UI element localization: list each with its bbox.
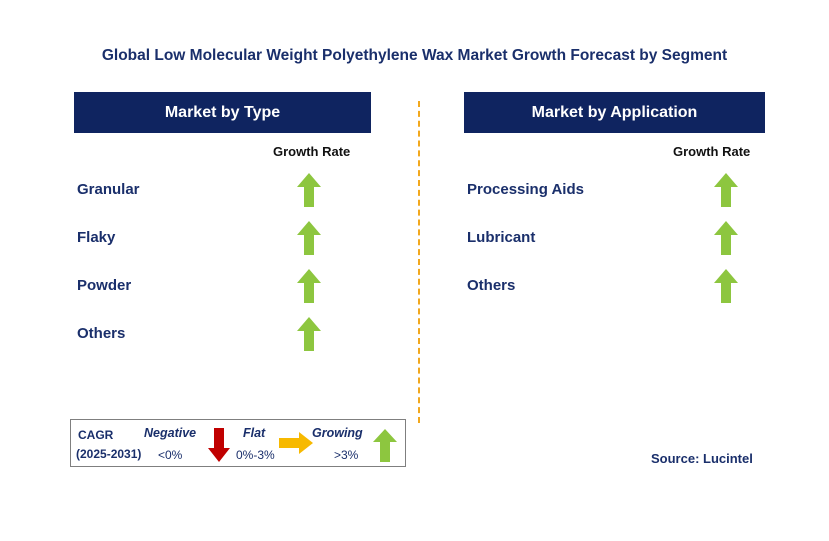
type-segment-label: Flaky — [77, 229, 116, 246]
right-arrow-icon — [279, 432, 313, 454]
application-segment-label: Others — [467, 277, 516, 294]
application-growth-rate-label: Growth Rate — [673, 144, 751, 159]
type-panel-title: Market by Type — [164, 103, 281, 121]
application-segment-label: Processing Aids — [467, 181, 584, 198]
up-arrow-icon — [714, 221, 738, 255]
chart-title: Global Low Molecular Weight Polyethylene… — [101, 47, 728, 64]
application-segment-label: Lubricant — [467, 229, 536, 246]
type-segment-label: Granular — [77, 181, 140, 198]
application-panel-title: Market by Application — [531, 103, 698, 121]
type-growth-rate-label: Growth Rate — [273, 144, 351, 159]
panel-divider — [418, 101, 420, 423]
type-segment-label: Others — [77, 325, 126, 342]
legend-growing-label: Growing — [312, 426, 363, 440]
legend-flat-range: 0%-3% — [236, 448, 275, 462]
source-note: Source: Lucintel — [651, 451, 753, 466]
up-arrow-icon — [297, 173, 321, 207]
up-arrow-icon — [297, 317, 321, 351]
up-arrow-icon — [297, 221, 321, 255]
up-arrow-icon — [714, 173, 738, 207]
legend-flat-label: Flat — [243, 426, 266, 440]
application-panel-header: Market by Application — [464, 92, 765, 133]
legend-negative-range: <0% — [158, 448, 183, 462]
type-panel-header: Market by Type — [74, 92, 371, 133]
legend-period: (2025-2031) — [76, 447, 142, 461]
legend-cagr-label: CAGR — [78, 428, 114, 442]
type-segment-label: Powder — [77, 277, 132, 294]
up-arrow-icon — [297, 269, 321, 303]
cagr-legend: CAGR (2025-2031) Negative <0% Flat 0%-3%… — [70, 419, 406, 467]
legend-negative-label: Negative — [144, 426, 197, 440]
up-arrow-icon — [714, 269, 738, 303]
down-arrow-icon — [208, 428, 230, 462]
legend-growing-range: >3% — [334, 448, 359, 462]
up-arrow-icon — [373, 429, 397, 462]
